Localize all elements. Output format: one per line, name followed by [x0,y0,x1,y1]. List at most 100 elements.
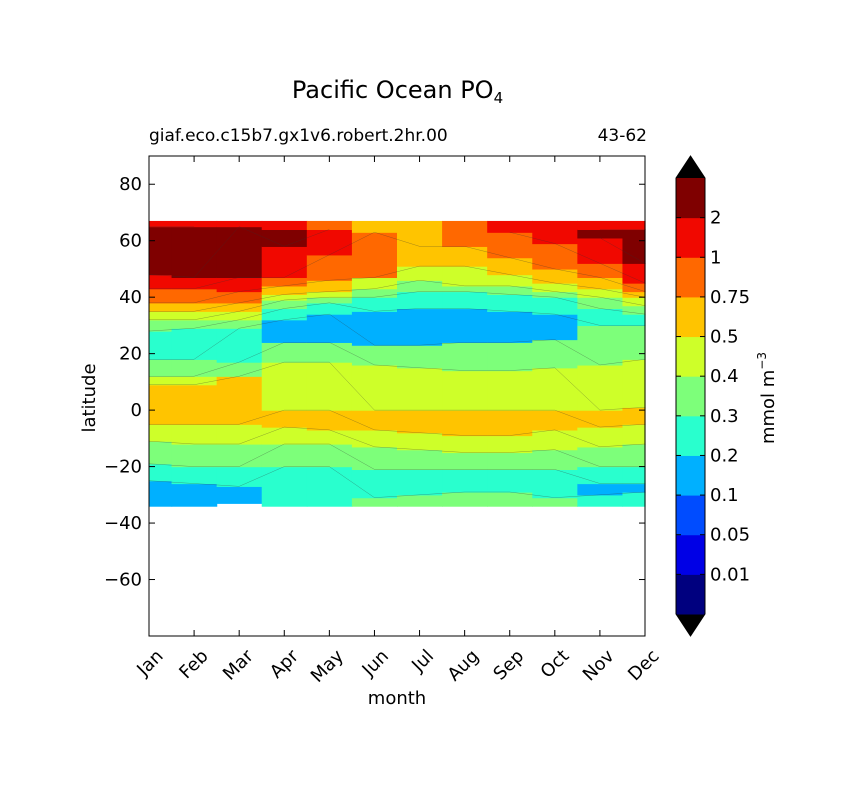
contour-band [149,384,173,425]
contour-line [194,361,240,377]
contour-line [284,254,330,278]
contour-band [577,288,624,298]
contour-band [622,263,646,284]
contour-band [487,285,533,295]
contour-band [442,410,488,437]
contour-band [442,435,488,454]
contour-band [487,294,533,312]
contour-band [216,291,263,304]
contour-line [194,483,240,487]
contour-line [419,367,465,371]
contour-line [374,494,420,498]
contour-line [554,313,600,326]
contour-band [397,220,443,247]
contour-band [306,362,353,411]
x-tick-label: Feb [175,646,212,683]
contour-line [148,274,195,278]
plot-frame [148,155,646,637]
contour-line [194,302,240,312]
contour-band [306,280,353,293]
contour-band [149,288,173,304]
contour-band [216,424,263,445]
contour-line [239,226,285,247]
contour-band [261,229,308,247]
contour-line [554,469,600,484]
contour-line [284,302,330,309]
x-tick-label: Nov [579,645,619,685]
contour-band [622,314,646,327]
contour-line [239,466,285,487]
x-tick-label: Apr [266,645,303,682]
contour-band [149,331,173,360]
run-id-label: giaf.eco.c15b7.gx1v6.robert.2hr.00 [149,126,448,146]
contour-line [194,311,240,320]
contour-band [442,370,488,411]
contour-band [577,427,624,448]
contour-band [622,359,646,408]
contour-band [351,277,398,290]
contour-band [171,277,218,290]
contour-band [487,435,533,454]
contour-band [171,384,218,425]
contour-band [261,466,308,507]
contour-band [216,328,263,363]
contour-band [306,444,353,468]
contour-band [532,339,578,369]
contour-line [329,232,375,255]
contour-band [622,407,646,425]
contour-band [577,220,624,231]
contour-line [509,449,555,453]
contour-line [239,342,285,363]
contour-lines [148,226,646,498]
contour-band [306,291,353,298]
contour-band [261,362,308,411]
contour-line [148,328,195,332]
contour-line [554,268,600,278]
x-axis-label: month [368,688,426,709]
y-tick-label: 80 [119,174,142,195]
contour-band [149,480,173,507]
contour-line [239,285,285,292]
contour-band [622,466,646,485]
contour-band [216,277,263,293]
contour-line [284,296,330,301]
contour-line [284,229,330,247]
contour-line [194,277,240,289]
contour-band [622,444,646,468]
contour-band [306,302,353,315]
contour-line [374,429,420,433]
contour-line [509,311,555,315]
colorbar-segment [676,178,705,219]
contour-band [149,302,173,312]
contour-line [239,361,285,377]
contour-band [149,319,173,332]
contour-line [599,237,646,264]
contour-band [487,274,533,287]
contour-band [261,285,308,295]
contour-band [261,277,308,287]
colorbar-tick-label: 0.4 [710,366,739,387]
contour-band [171,424,218,445]
contour-band [216,444,263,468]
contour-band [261,300,308,310]
contour-band [577,494,624,507]
contour-band [397,345,443,369]
y-tick-label: −60 [104,570,142,591]
contour-band [442,246,488,267]
x-tick-label: Jun [358,646,393,681]
contour-band [442,452,488,471]
contour-line [464,246,510,258]
contour-band [397,449,443,471]
contour-band [622,325,646,360]
contour-line [509,285,555,292]
contour-line [554,296,600,309]
contour-line [194,376,240,385]
contour-line [374,308,420,312]
contour-band [351,497,398,507]
contour-line [599,288,646,298]
contour-band [397,410,443,434]
contour-band [261,308,308,321]
contour-band [442,492,488,507]
contour-line [329,443,375,470]
